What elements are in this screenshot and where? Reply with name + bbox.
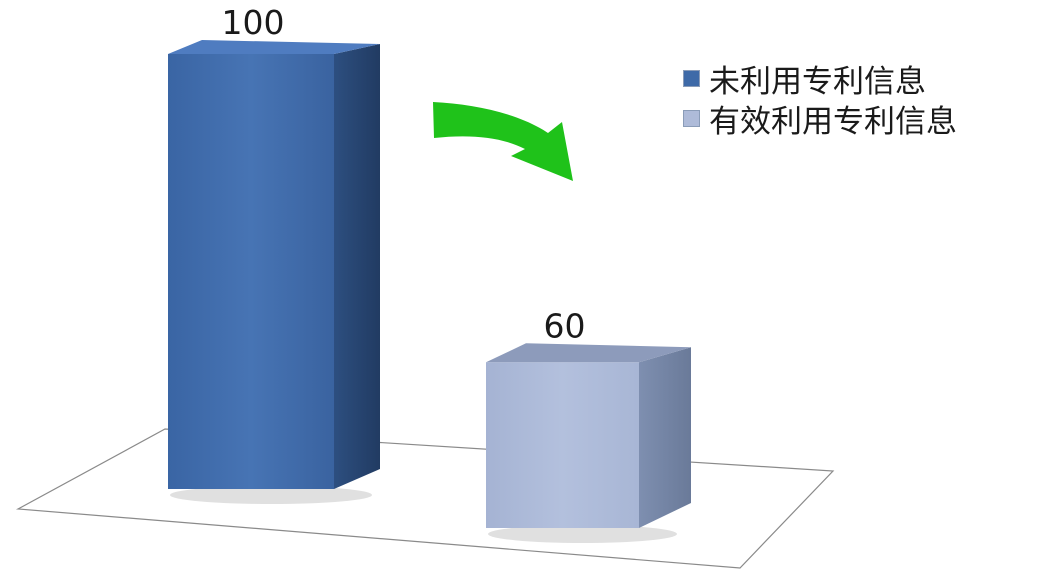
bar-side-face: [639, 347, 691, 528]
bar-shadow: [488, 525, 677, 543]
legend-label-effective: 有效利用专利信息: [709, 103, 957, 140]
data-label-1: 60: [544, 306, 586, 345]
legend-item-unused: 未利用专利信息: [683, 58, 957, 100]
bar-shadow: [170, 486, 372, 504]
legend-label-unused: 未利用专利信息: [709, 63, 926, 100]
trend-arrow-icon: [433, 102, 573, 181]
legend-item-effective: 有效利用专利信息: [683, 98, 957, 140]
chart-legend: 未利用专利信息 有效利用专利信息: [683, 58, 957, 140]
chart-floor: [15, 428, 835, 569]
bars-layer: 100 60: [168, 3, 691, 543]
bar-group-1: 60: [486, 306, 691, 543]
legend-swatch-effective: [683, 109, 700, 127]
bar-top-face: [168, 40, 380, 54]
bar-1: [486, 362, 639, 528]
bar-side-face: [334, 44, 380, 489]
bar-top-face: [486, 343, 691, 363]
data-label-0: 100: [222, 3, 285, 42]
bar-0: [168, 54, 334, 489]
bar-group-0: 100: [168, 3, 380, 504]
legend-swatch-unused: [683, 69, 700, 87]
